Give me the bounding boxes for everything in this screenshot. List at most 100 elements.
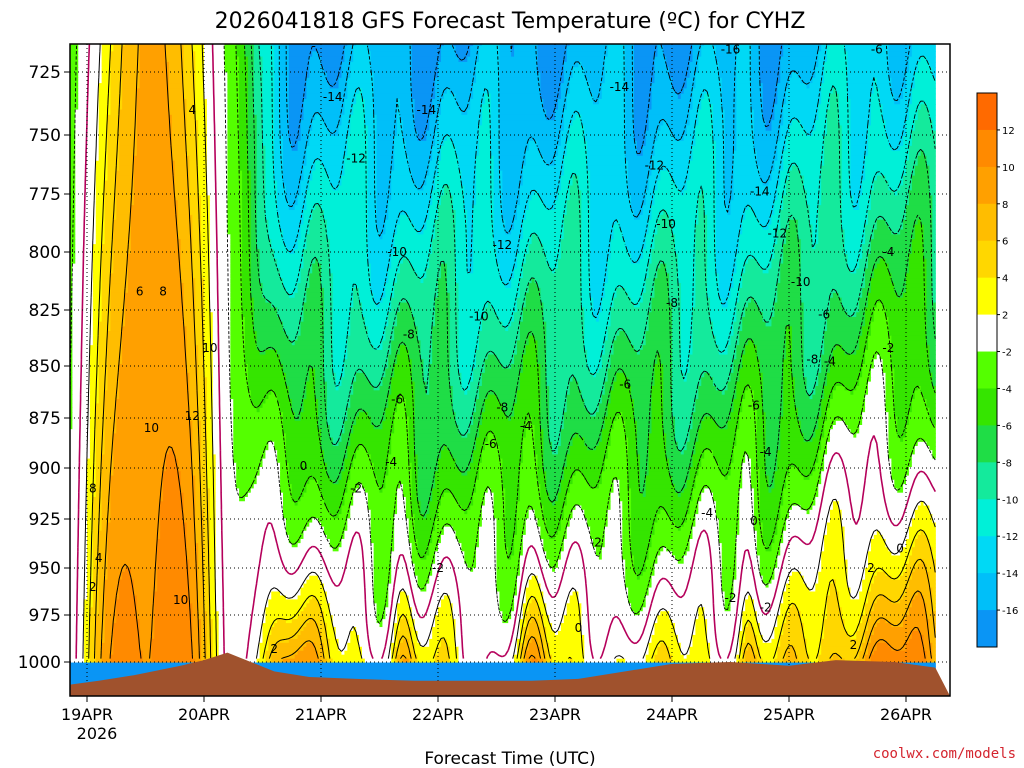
field-cell: [215, 462, 237, 468]
field-cell: [329, 175, 343, 182]
field-cell: [514, 316, 524, 323]
field-cell: [449, 363, 460, 370]
field-cell: [113, 229, 132, 235]
field-cell: [370, 51, 413, 58]
field-cell: [476, 180, 495, 187]
field-cell: [107, 335, 123, 342]
field-cell: [540, 416, 550, 422]
field-cell: [932, 454, 936, 460]
field-cell: [230, 340, 246, 346]
field-cell: [204, 292, 211, 299]
field-cell: [166, 9, 181, 15]
field-cell: [326, 381, 337, 387]
field-cell: [818, 114, 828, 121]
field-cell: [867, 263, 878, 270]
field-cell: [789, 219, 799, 226]
field-cell: [824, 160, 843, 167]
field-cell: [70, 61, 79, 68]
field-cell: [628, 458, 641, 464]
field-cell: [900, 437, 904, 443]
field-cell: [353, 429, 395, 434]
field-cell: [102, 35, 114, 41]
field-cell: [669, 287, 682, 294]
field-cell: [563, 160, 588, 167]
field-cell: [903, 20, 918, 26]
field-cell: [300, 331, 325, 337]
field-cell: [789, 224, 799, 231]
field-cell: [312, 263, 322, 270]
field-cell: [95, 239, 106, 245]
field-cell: [718, 72, 737, 79]
field-cell: [186, 349, 199, 356]
field-cell: [537, 190, 559, 196]
field-cell: [514, 224, 524, 231]
field-cell: [528, 205, 547, 211]
field-cell: [672, 359, 682, 365]
field-cell: [373, 77, 413, 84]
field-cell: [195, 340, 205, 346]
field-cell: [882, 363, 892, 370]
field-cell: [590, 248, 612, 255]
field-cell: [429, 390, 454, 396]
field-cell: [888, 429, 898, 434]
field-cell: [280, 214, 305, 221]
field-cell: [821, 200, 843, 206]
field-cell: [712, 326, 735, 332]
field-cell: [481, 120, 492, 127]
field-cell: [394, 331, 419, 337]
field-cell: [519, 190, 536, 196]
field-cell: [326, 77, 340, 84]
field-cell: [473, 412, 483, 418]
field-cell: [280, 67, 290, 74]
field-cell: [136, 140, 173, 147]
field-cell: [692, 155, 717, 162]
field-cell: [894, 287, 907, 294]
field-cell: [815, 429, 825, 434]
field-cell: [581, 219, 591, 226]
field-cell: [569, 77, 588, 84]
field-cell: [250, 244, 258, 250]
field-cell: [651, 248, 676, 255]
field-cell: [923, 239, 933, 245]
field-cell: [256, 244, 272, 250]
field-cell: [101, 278, 112, 284]
field-cell: [590, 412, 597, 418]
field-cell: [268, 219, 281, 226]
field-cell: [478, 56, 501, 63]
field-cell: [581, 287, 591, 294]
field-cell: [546, 354, 588, 360]
field-cell: [654, 292, 670, 299]
field-cell: [411, 67, 439, 74]
field-cell: [347, 412, 360, 418]
field-cell: [493, 210, 503, 216]
field-cell: [572, 441, 585, 447]
field-cell: [435, 224, 457, 231]
field-cell: [633, 130, 647, 137]
field-cell: [236, 51, 246, 58]
field-cell: [888, 140, 904, 147]
field-cell: [651, 205, 699, 211]
field-cell: [522, 175, 562, 182]
field-cell: [95, 420, 106, 426]
field-cell: [885, 175, 904, 182]
field-cell: [493, 165, 501, 172]
field-cell: [426, 219, 436, 226]
field-cell: [695, 258, 708, 265]
field-cell: [367, 253, 392, 260]
field-cell: [876, 224, 890, 231]
field-cell: [212, 407, 234, 413]
field-cell: [543, 437, 550, 443]
field-cell: [347, 88, 360, 95]
field-cell: [455, 412, 474, 418]
field-cell: [926, 302, 936, 309]
field-cell: [654, 239, 676, 245]
field-cell: [850, 135, 869, 142]
field-cell: [692, 51, 702, 58]
field-cell: [206, 385, 214, 391]
field-cell: [168, 93, 185, 100]
field-cell: [321, 160, 345, 167]
field-cell: [209, 297, 231, 304]
field-cell: [926, 14, 935, 20]
field-cell: [70, 253, 76, 260]
field-cell: [519, 195, 533, 201]
